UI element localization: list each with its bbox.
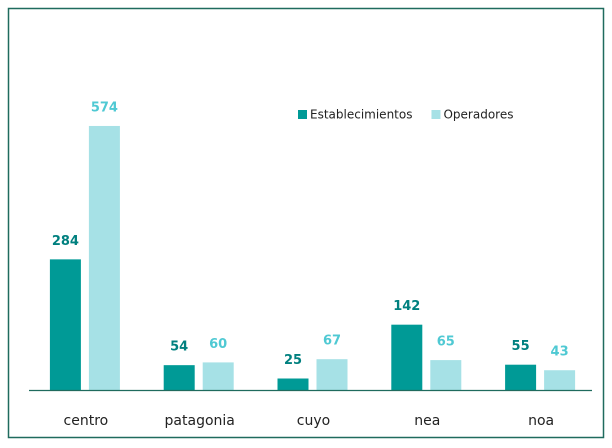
x-tick-label: patagonia bbox=[165, 413, 235, 429]
data-label: 60 bbox=[209, 337, 227, 352]
bar bbox=[316, 359, 348, 390]
bar bbox=[49, 259, 81, 390]
data-label: 65 bbox=[437, 335, 455, 350]
bar bbox=[505, 364, 537, 390]
legend-swatch bbox=[431, 110, 441, 119]
x-tick-label: nea bbox=[414, 413, 440, 429]
x-tick-label: centro bbox=[64, 413, 109, 429]
bar bbox=[430, 360, 462, 390]
data-label: 55 bbox=[512, 339, 530, 354]
data-label: 43 bbox=[551, 345, 569, 360]
bar bbox=[163, 365, 195, 390]
data-label: 67 bbox=[323, 334, 341, 349]
x-tick-label: cuyo bbox=[297, 413, 330, 429]
data-label: 25 bbox=[284, 353, 302, 368]
data-label: 284 bbox=[52, 234, 79, 249]
x-tick-label: noa bbox=[528, 413, 554, 429]
bar bbox=[544, 370, 576, 390]
legend-label: Operadores bbox=[443, 108, 513, 122]
legend-label: Establecimientos bbox=[310, 108, 412, 122]
bar bbox=[277, 378, 309, 390]
data-label: 574 bbox=[91, 100, 118, 115]
bar bbox=[391, 324, 423, 390]
legend-swatch bbox=[298, 110, 307, 119]
bar bbox=[88, 125, 120, 391]
data-label: 54 bbox=[170, 340, 188, 355]
data-label: 142 bbox=[393, 299, 420, 314]
bar bbox=[202, 362, 234, 390]
